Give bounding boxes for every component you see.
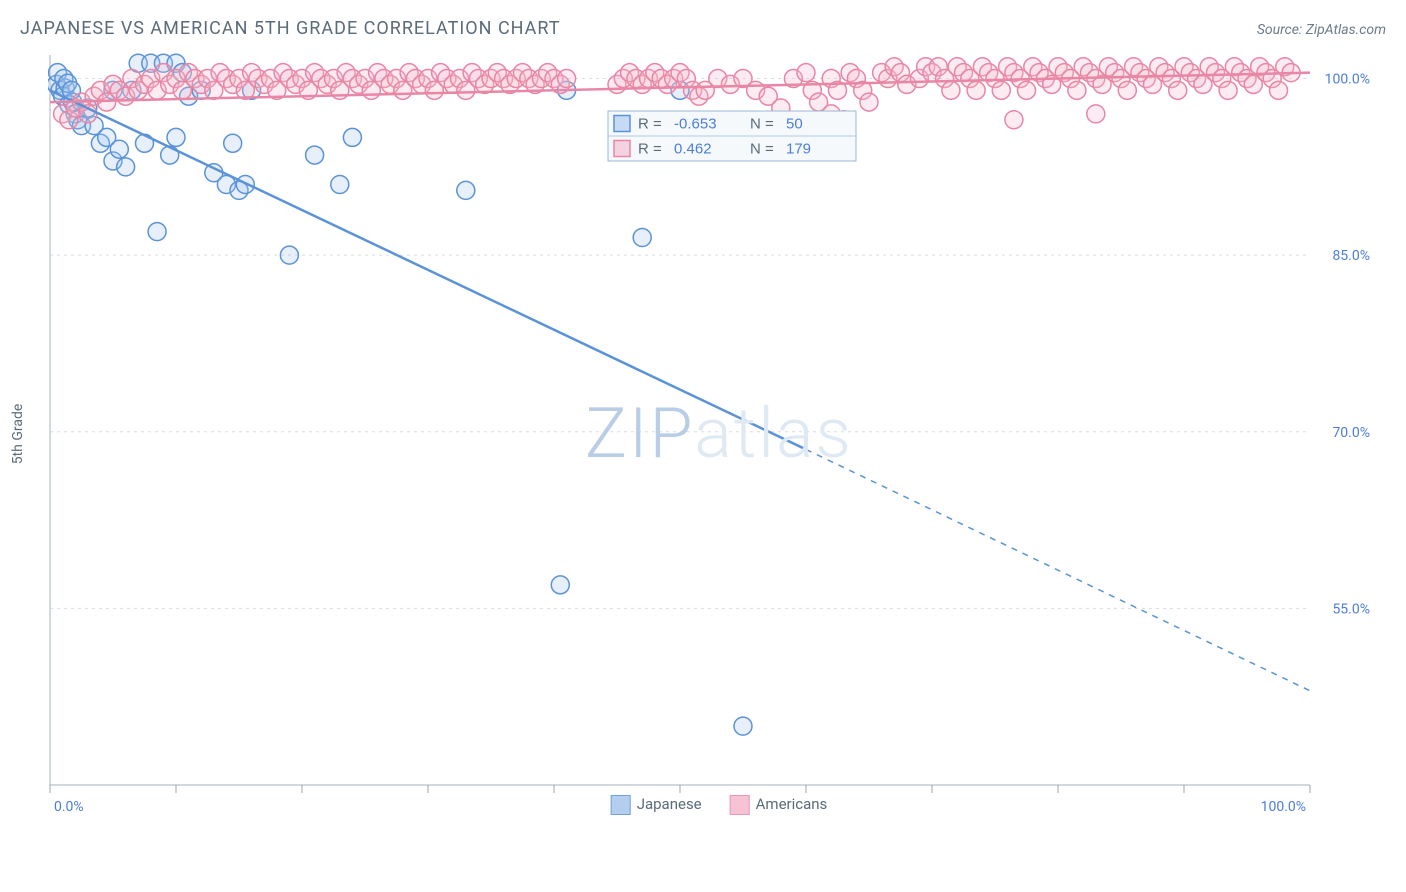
svg-text:179: 179 <box>786 141 811 158</box>
y-axis-label: 5th Grade <box>10 404 26 465</box>
svg-text:50: 50 <box>786 116 803 133</box>
svg-text:R =: R = <box>638 141 662 158</box>
scatter-chart: 100.0% 85.0% 70.0% 55.0% 0.0% 100.0% R = -0.653… <box>48 49 1378 819</box>
svg-text:0.462: 0.462 <box>674 141 712 158</box>
legend-swatch <box>611 795 631 815</box>
svg-text:0.0%: 0.0% <box>54 799 84 815</box>
svg-text:70.0%: 70.0% <box>1332 425 1370 441</box>
x-axis-legend: Japanese Americans <box>611 795 828 815</box>
legend-swatch <box>730 795 750 815</box>
svg-text:100.0%: 100.0% <box>1261 799 1306 815</box>
svg-text:85.0%: 85.0% <box>1332 248 1370 264</box>
legend-item: Americans <box>730 795 828 815</box>
svg-text:55.0%: 55.0% <box>1332 601 1370 617</box>
svg-text:-0.653: -0.653 <box>674 116 717 133</box>
svg-text:100.0%: 100.0% <box>1325 72 1370 88</box>
legend-item: Japanese <box>611 795 702 815</box>
svg-text:R =: R = <box>638 116 662 133</box>
chart-title: JAPANESE VS AMERICAN 5TH GRADE CORRELATI… <box>20 18 561 39</box>
svg-text:N =: N = <box>750 116 774 133</box>
svg-text:N =: N = <box>750 141 774 158</box>
source-attribution: Source: ZipAtlas.com <box>1257 22 1386 38</box>
plot-area: 5th Grade 100.0%85.0%70.0%55.0%0.0%100.0… <box>48 49 1390 819</box>
